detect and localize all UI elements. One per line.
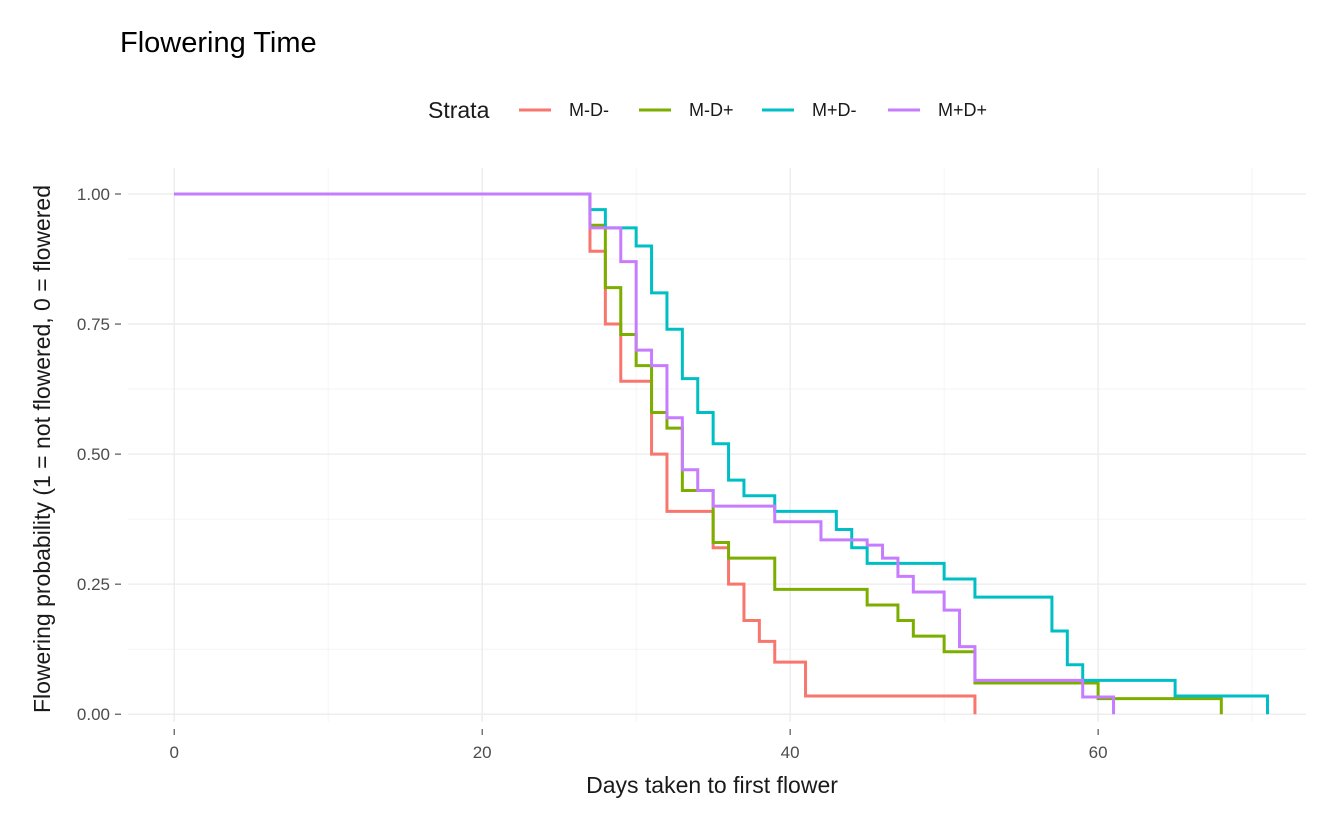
series-line-mplusdplus bbox=[174, 192, 1116, 715]
y-tick-label: 0.50 bbox=[77, 445, 110, 464]
legend-label: M-D+ bbox=[689, 100, 734, 120]
legend: Strata M-D- M-D+ M+D- M+D+ bbox=[428, 97, 987, 123]
x-tick-label: 20 bbox=[473, 743, 492, 762]
y-tick-label: 0.00 bbox=[77, 705, 110, 724]
y-tick-label: 0.75 bbox=[77, 315, 110, 334]
legend-label: M+D+ bbox=[938, 100, 987, 120]
legend-title: Strata bbox=[428, 97, 490, 123]
legend-label: M+D- bbox=[812, 100, 857, 120]
y-tick-label: 0.25 bbox=[77, 575, 110, 594]
series-line-mminusdplus bbox=[174, 192, 1223, 715]
legend-label: M-D- bbox=[569, 100, 609, 120]
chart-title: Flowering Time bbox=[120, 27, 317, 59]
x-tick-label: 0 bbox=[169, 743, 178, 762]
series-line-mminusdminus bbox=[174, 192, 977, 715]
series-line-mplusdminus bbox=[174, 192, 1269, 715]
x-tick-label: 60 bbox=[1089, 743, 1108, 762]
x-axis-title: Days taken to first flower bbox=[586, 772, 838, 798]
y-tick-label: 1.00 bbox=[77, 185, 110, 204]
x-tick-label: 40 bbox=[781, 743, 800, 762]
y-axis-title: Flowering probability (1 = not flowered,… bbox=[29, 185, 55, 713]
